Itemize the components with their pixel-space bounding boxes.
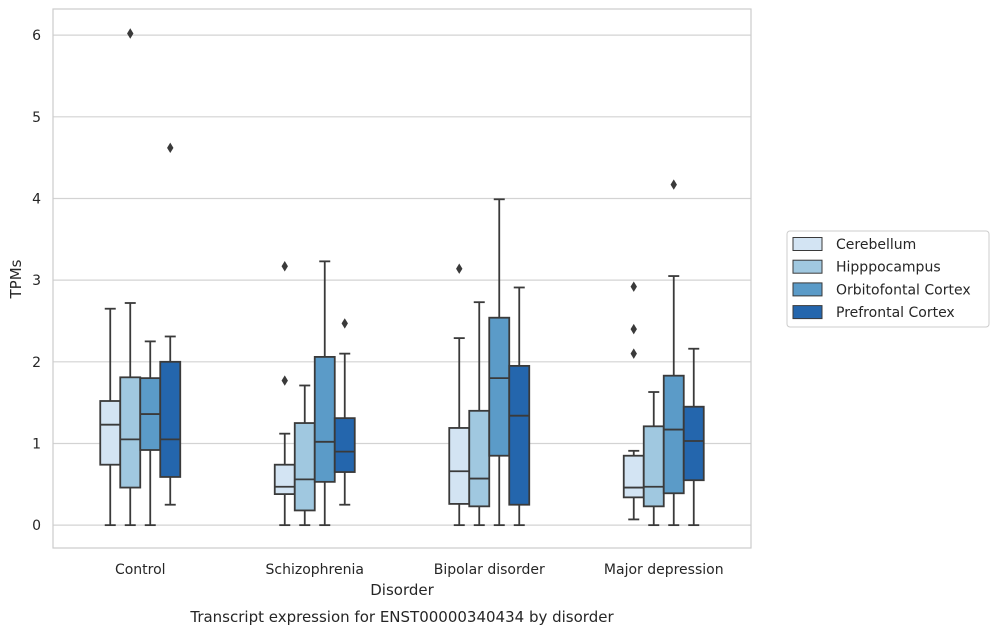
legend-items: Cerebellum Hipppocampus Orbitofontal Corte… xyxy=(792,237,971,321)
y-axis: 0 1 2 3 4 5 6 xyxy=(32,28,41,534)
legend-label: Orbitofontal Cortex xyxy=(836,282,971,298)
box xyxy=(159,360,182,478)
box xyxy=(313,355,336,483)
outlier-marker xyxy=(281,261,288,272)
box-group xyxy=(313,260,336,527)
boxes xyxy=(99,28,705,527)
box-group xyxy=(159,142,182,506)
outlier-marker xyxy=(456,263,463,274)
legend-label: Cerebellum xyxy=(836,237,916,253)
x-tick-label: Control xyxy=(115,562,166,578)
legend: Cerebellum Hipppocampus Orbitofontal Corte… xyxy=(786,230,990,328)
box xyxy=(468,409,491,508)
box-group xyxy=(468,301,491,527)
outlier-marker xyxy=(670,179,677,190)
x-tick-label: Major depression xyxy=(604,562,724,578)
box xyxy=(273,463,296,496)
box xyxy=(293,422,316,512)
y-tick-label: 1 xyxy=(32,436,41,452)
box-group xyxy=(622,281,645,521)
box-group xyxy=(682,347,705,527)
y-tick-label: 2 xyxy=(32,355,41,371)
outlier-marker xyxy=(167,142,174,154)
legend-label: Hipppocampus xyxy=(836,260,941,276)
legend-label: Prefrontal Cortex xyxy=(836,305,955,321)
x-axis: Control Schizophrenia Bipolar disorder Majo… xyxy=(115,562,724,578)
box xyxy=(642,425,665,508)
box xyxy=(448,427,471,505)
figure-caption: Transcript expression for ENST0000034043… xyxy=(189,608,614,626)
plot-frame xyxy=(52,8,752,549)
box xyxy=(99,400,122,466)
outlier-marker xyxy=(630,323,637,335)
box xyxy=(333,417,356,473)
box-group xyxy=(662,179,685,527)
box xyxy=(508,364,531,506)
outlier-marker xyxy=(630,281,637,292)
y-tick-label: 4 xyxy=(32,191,41,207)
outlier-marker xyxy=(630,348,637,359)
box-group xyxy=(119,28,142,527)
legend-swatch xyxy=(792,282,823,297)
legend-swatch xyxy=(792,237,823,251)
box-group xyxy=(293,384,316,527)
outlier-marker xyxy=(281,375,288,386)
box-group xyxy=(448,263,471,527)
box-group xyxy=(642,391,665,527)
box xyxy=(488,316,511,457)
legend-swatch xyxy=(792,305,823,320)
box xyxy=(622,454,645,499)
legend-swatch xyxy=(792,259,823,274)
legend-frame xyxy=(786,230,990,328)
box-group xyxy=(488,198,511,527)
outlier-marker xyxy=(341,318,348,329)
y-tick-label: 6 xyxy=(32,28,41,44)
box-group xyxy=(99,307,122,527)
box-group xyxy=(273,261,296,527)
x-tick-label: Schizophrenia xyxy=(266,562,364,578)
y-axis-title: TPMs xyxy=(7,259,25,299)
y-tick-label: 3 xyxy=(32,273,41,289)
box-group xyxy=(139,340,162,527)
box-group xyxy=(333,318,356,506)
box xyxy=(119,376,142,489)
box-group xyxy=(508,286,531,527)
box xyxy=(682,405,705,482)
x-axis-title: Disorder xyxy=(370,581,434,599)
box xyxy=(662,374,685,495)
outlier-marker xyxy=(127,28,134,39)
x-tick-label: Bipolar disorder xyxy=(434,562,545,578)
y-tick-label: 0 xyxy=(32,518,41,534)
y-tick-label: 5 xyxy=(32,110,41,126)
